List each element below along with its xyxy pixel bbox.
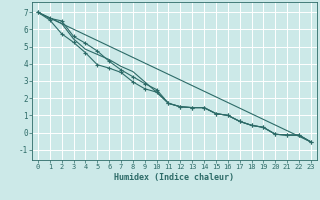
- X-axis label: Humidex (Indice chaleur): Humidex (Indice chaleur): [115, 173, 234, 182]
